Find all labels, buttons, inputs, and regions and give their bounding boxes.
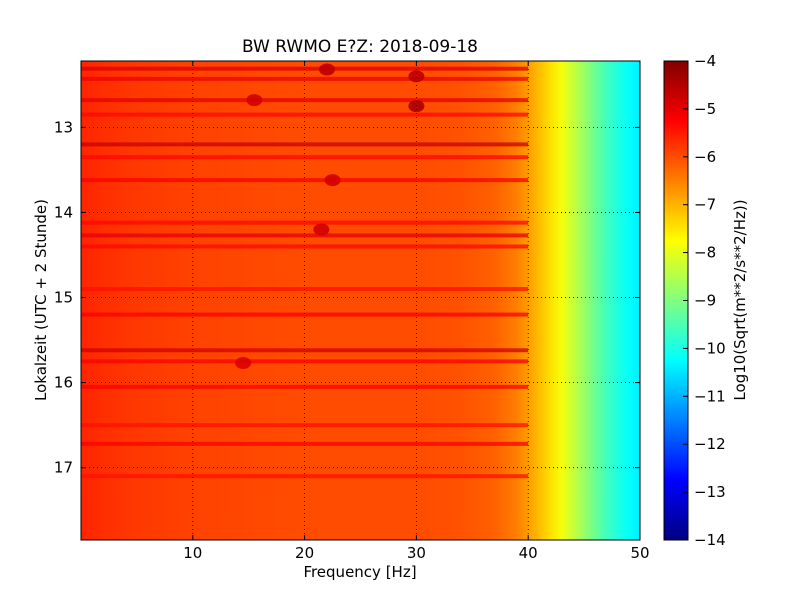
colorbar-tick-label: −11 [694, 387, 726, 405]
heatmap-band [81, 76, 529, 81]
heatmap-band [81, 220, 529, 225]
colorbar: −4 −5 −6 −7 −8 −9 −10 −11 −12 −13 −14 Log10(Sqrt(m… [663, 52, 749, 549]
heatmap-hotspots [235, 63, 425, 370]
heatmap-background [81, 61, 640, 540]
heatmap-band [81, 474, 529, 479]
heatmap-hotspot [318, 63, 335, 76]
heatmap-band [81, 178, 529, 183]
x-tick-label: 40 [519, 544, 538, 562]
chart-title: BW RWMO E?Z: 2018-09-18 [242, 37, 478, 57]
y-tick-label: 17 [54, 459, 73, 477]
heatmap-hotspot [408, 70, 425, 83]
heatmap-band [81, 348, 529, 353]
heatmap-band [81, 441, 529, 446]
y-tick-label: 16 [54, 374, 73, 392]
colorbar-tick-label: −5 [694, 100, 716, 118]
colorbar-tick-label: −9 [694, 292, 716, 310]
colorbar-ticks: −4 −5 −6 −7 −8 −9 −10 −11 −12 −13 −14 [683, 52, 726, 549]
heatmap-hotspot [246, 94, 263, 107]
colorbar-tick-label: −7 [694, 196, 716, 214]
heatmap-band [81, 233, 529, 238]
heatmap-band [81, 384, 529, 389]
colorbar-tick-label: −10 [694, 339, 726, 357]
heatmap-hotspot [408, 100, 425, 113]
x-tick-label: 50 [630, 544, 649, 562]
y-tick-label: 13 [54, 118, 73, 136]
heatmap-band [81, 66, 529, 71]
heatmap-band [81, 112, 529, 117]
colorbar-tick-label: −8 [694, 244, 716, 262]
colorbar-tick-label: −13 [694, 483, 726, 501]
heatmap-band [81, 142, 529, 147]
heatmap-band [81, 244, 529, 249]
heatmap-hotspot [313, 223, 330, 236]
x-axis-label: Frequency [Hz] [303, 563, 416, 581]
x-tick-label: 10 [183, 544, 202, 562]
heatmap-band [81, 312, 529, 317]
x-tick-label: 20 [295, 544, 314, 562]
y-tick-label: 15 [54, 289, 73, 307]
colorbar-tick-label: −12 [694, 435, 726, 453]
plot-area [80, 60, 641, 541]
colorbar-tick-label: −14 [694, 531, 726, 549]
heatmap-hotspot [235, 357, 252, 370]
heatmap-band [81, 98, 529, 103]
y-axis-ticks: 13 14 15 16 17 [54, 118, 640, 477]
y-axis-label: Lokalzeit (UTC + 2 Stunde) [32, 199, 50, 401]
x-tick-label: 30 [407, 544, 426, 562]
heatmap-hotspot [324, 174, 341, 187]
y-tick-label: 14 [54, 203, 73, 221]
colorbar-tick-label: −6 [694, 148, 716, 166]
plot-frame [80, 60, 641, 541]
colorbar-label: Log10(Sqrt(m**2/s**2/Hz)) [731, 199, 749, 400]
x-axis-ticks: 10 20 30 40 50 [183, 61, 650, 562]
colorbar-tick-label: −4 [694, 52, 716, 70]
